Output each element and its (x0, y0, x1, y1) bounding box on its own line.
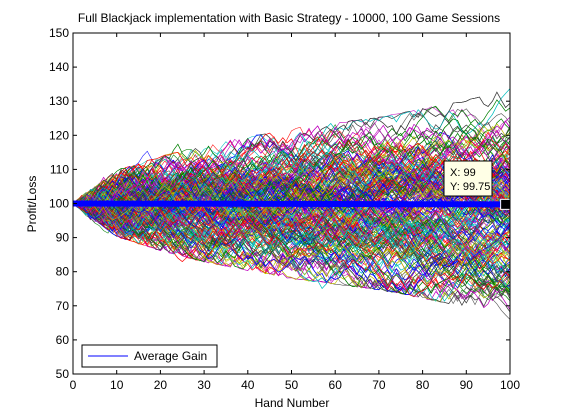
session-line (73, 172, 510, 220)
legend-label: Average Gain (134, 349, 207, 363)
session-line (73, 182, 510, 290)
x-tick-label: 60 (329, 378, 343, 392)
session-line (73, 125, 510, 214)
y-tick-label: 60 (56, 333, 70, 347)
x-tick-label: 0 (70, 378, 77, 392)
session-line (73, 179, 510, 243)
y-tick-label: 100 (49, 197, 69, 211)
y-tick-label: 120 (49, 128, 69, 142)
chart-title: Full Blackjack implementation with Basic… (78, 11, 500, 25)
x-tick-label: 90 (460, 378, 474, 392)
datatip[interactable]: X: 99 Y: 99.75 (443, 160, 493, 197)
session-line (73, 169, 510, 231)
session-line (73, 132, 510, 214)
datatip-y-label: Y: 99.75 (450, 181, 490, 193)
session-line (73, 163, 510, 270)
session-line (73, 126, 510, 204)
session-line (73, 146, 510, 220)
session-line (73, 161, 510, 229)
x-tick-label: 30 (197, 378, 211, 392)
session-line (73, 198, 510, 307)
session-line (73, 176, 510, 255)
session-line (73, 141, 510, 210)
session-line (73, 152, 510, 207)
average-gain-layer (72, 198, 512, 210)
legend-box (81, 344, 218, 368)
y-axis-label: Profit/Loss (25, 176, 39, 233)
session-line (73, 167, 510, 242)
session-line (73, 174, 510, 274)
y-tick-label: 50 (56, 367, 70, 381)
session-line (73, 203, 510, 290)
y-tick-label: 140 (49, 60, 69, 74)
session-line (73, 199, 510, 297)
session-line (73, 201, 510, 286)
session-line (73, 167, 510, 269)
x-tick-label: 50 (285, 378, 299, 392)
session-line (73, 199, 510, 293)
y-tick-label: 110 (50, 162, 69, 176)
session-line (73, 188, 510, 280)
session-line (73, 163, 510, 234)
session-line (73, 189, 510, 313)
x-tick-label: 10 (110, 378, 124, 392)
session-line (73, 129, 510, 206)
session-line (73, 200, 510, 268)
datatip-x-label: X: 99 (450, 167, 476, 179)
session-line (73, 118, 510, 204)
session-line (73, 203, 510, 295)
session-line (73, 91, 510, 204)
x-axis-label: Hand Number (255, 396, 330, 410)
x-tick-label: 40 (241, 378, 255, 392)
session-line (73, 116, 510, 213)
session-line (73, 188, 510, 296)
x-tick-label: 20 (154, 378, 168, 392)
y-tick-label: 90 (56, 231, 70, 245)
session-line (73, 177, 510, 293)
session-line (73, 202, 510, 250)
session-line (73, 203, 510, 289)
axis-ticks: 0 10 20 30 40 50 60 70 80 90 100 50 60 70 80 90 100 110 12… (49, 26, 520, 392)
y-tick-label: 80 (56, 265, 70, 279)
session-line (73, 123, 510, 223)
x-tick-label: 80 (416, 378, 430, 392)
datatip-box (443, 160, 493, 197)
session-line (73, 197, 510, 302)
y-tick-label: 130 (49, 94, 69, 108)
datatip-marker[interactable] (500, 198, 512, 210)
y-tick-label: 70 (56, 299, 70, 313)
x-tick-label: 100 (500, 378, 520, 392)
y-tick-label: 150 (49, 26, 69, 40)
session-line (73, 197, 510, 302)
legend: Average Gain (81, 344, 218, 368)
average-gain-line (72, 200, 510, 208)
session-line (73, 197, 510, 310)
session-line (73, 192, 510, 271)
x-tick-label: 70 (372, 378, 386, 392)
